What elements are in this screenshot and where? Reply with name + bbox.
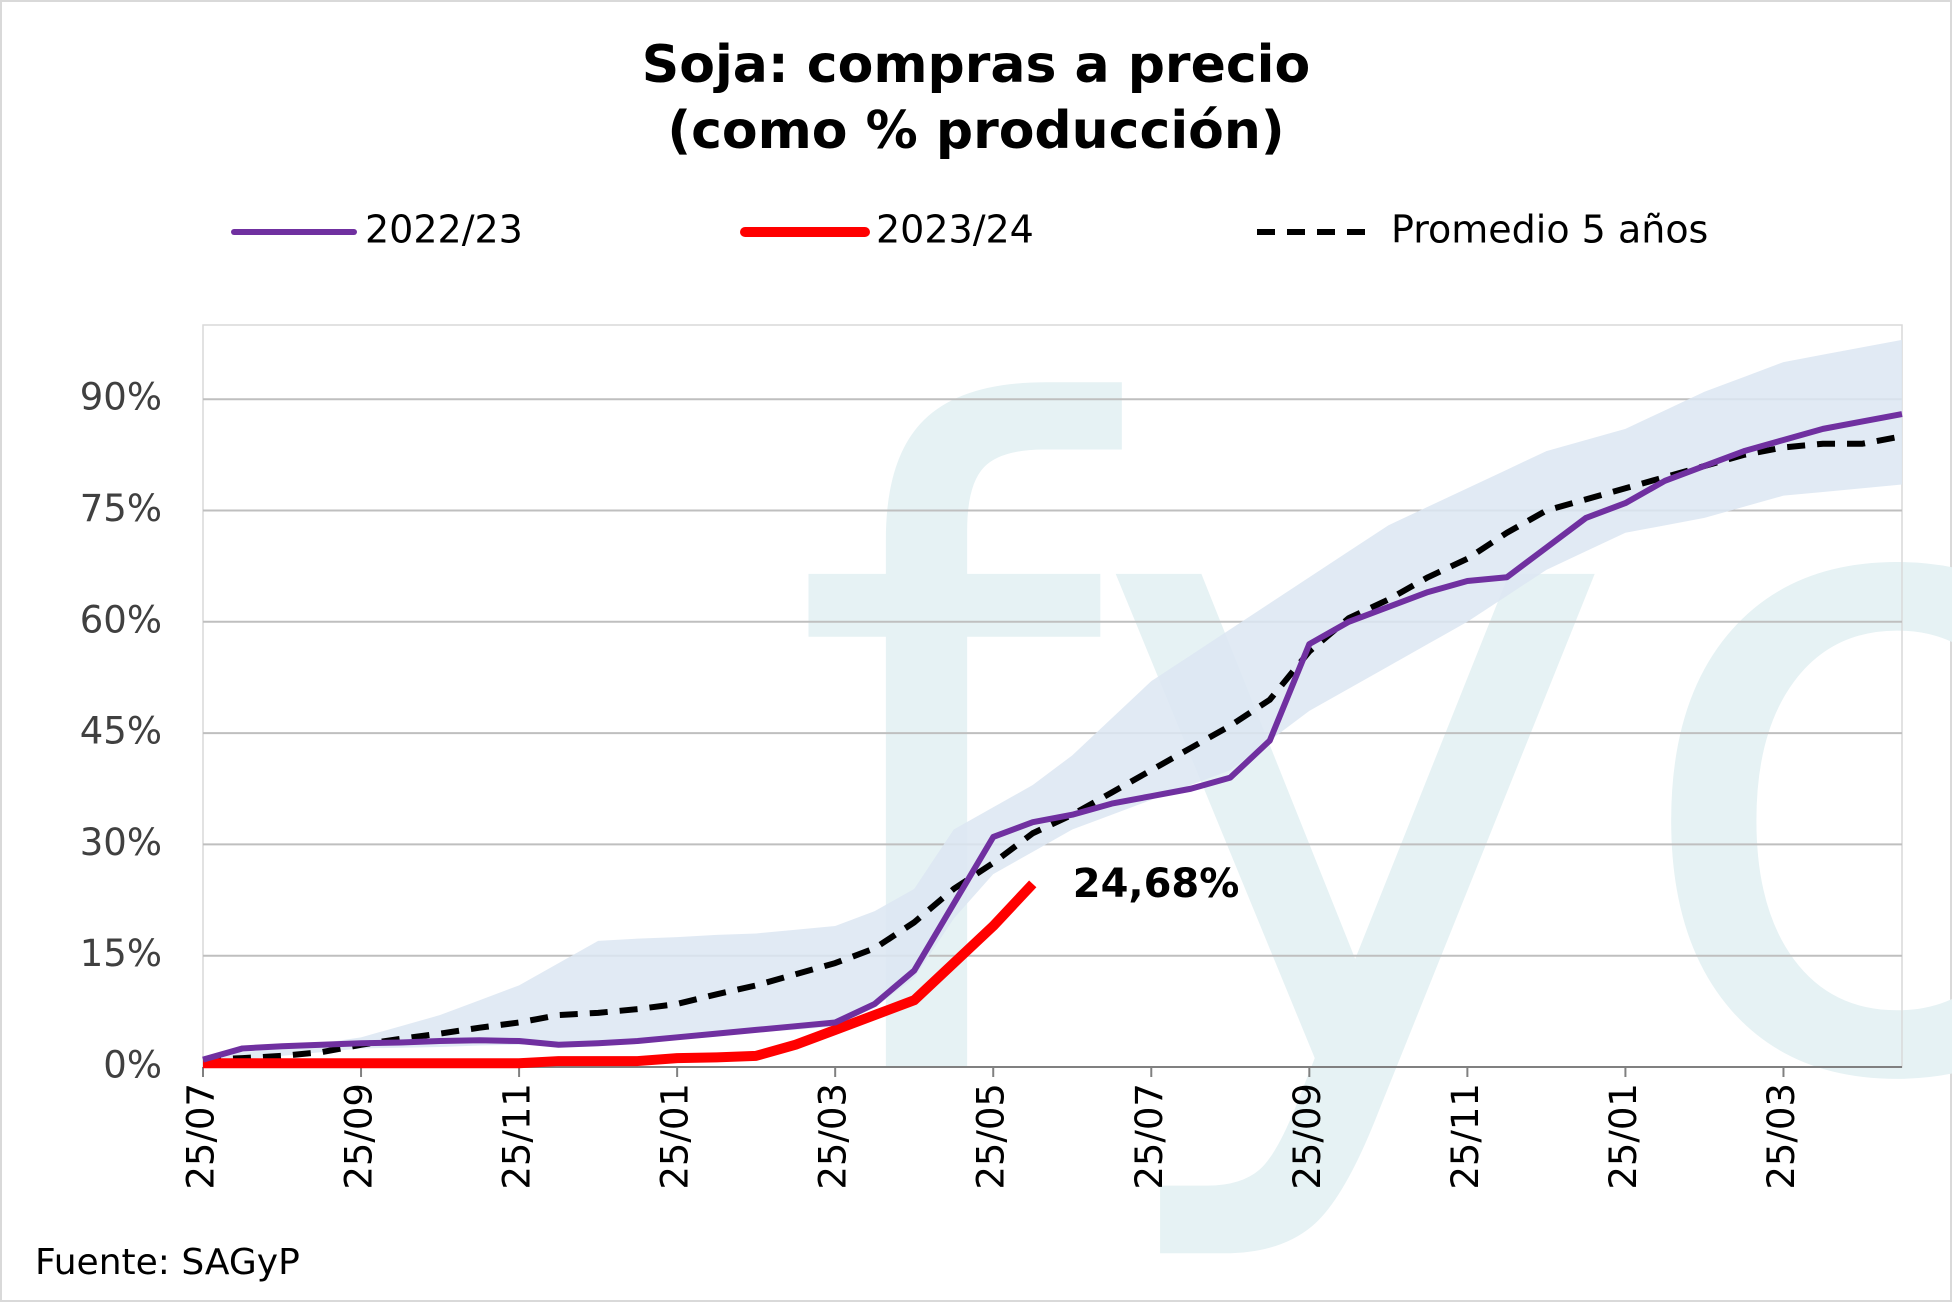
x-tick-label: 25/07 [1128, 1083, 1171, 1190]
x-tick-label: 25/03 [812, 1083, 855, 1190]
y-tick-label: 45% [80, 710, 162, 753]
series-line [203, 880, 1037, 1069]
chart-title: (como % producción) [667, 101, 1284, 161]
source: Fuente: SAGyP [35, 1242, 300, 1283]
x-tick-label: 25/09 [338, 1083, 381, 1190]
x-tick-label: 25/09 [1286, 1083, 1329, 1190]
series-line [202, 411, 1903, 1063]
data-label: 24,68% [1073, 861, 1240, 907]
y-tick-label: 60% [80, 598, 162, 641]
legend-label: 2022/23 [365, 208, 523, 252]
y-tick-label: 75% [80, 487, 162, 530]
y-tick-label: 15% [80, 932, 162, 975]
x-tick-label: 25/01 [1602, 1083, 1645, 1190]
x-tick-label: 25/11 [496, 1083, 539, 1190]
range-band [203, 339, 1902, 1064]
x-tick-label: 25/05 [970, 1083, 1013, 1190]
x-tick-label: 25/01 [654, 1083, 697, 1190]
x-tick-label: 25/03 [1760, 1083, 1803, 1190]
chart-title: Soja: compras a precio [642, 35, 1310, 95]
x-tick-label: 25/07 [180, 1083, 223, 1190]
y-tick-label: 30% [80, 821, 162, 864]
series-line [202, 433, 1903, 1063]
legend-label: Promedio 5 años [1391, 208, 1708, 252]
x-tick-label: 25/11 [1444, 1083, 1487, 1190]
y-tick-label: 0% [103, 1044, 162, 1087]
y-tick-label: 90% [80, 376, 162, 419]
legend-label: 2023/24 [876, 208, 1034, 252]
